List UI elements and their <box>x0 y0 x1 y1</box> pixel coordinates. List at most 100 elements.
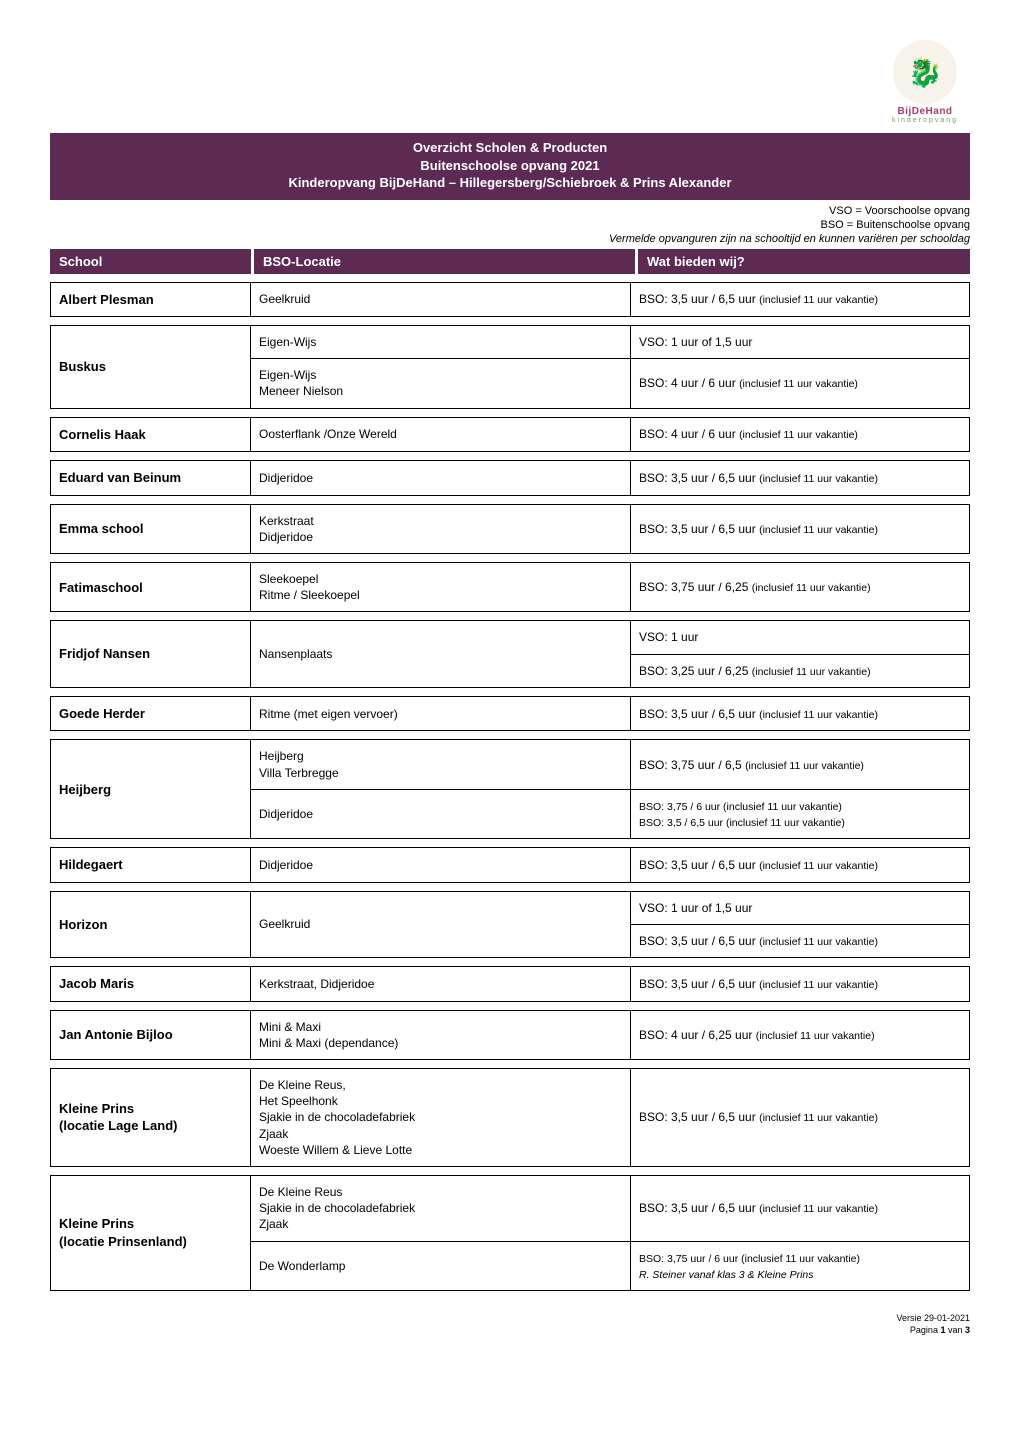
loc-cell: Nansenplaats <box>251 621 631 687</box>
header-wat: Wat bieden wij? <box>639 249 970 273</box>
school-name: Horizon <box>51 891 251 957</box>
row-fatimaschool: Fatimaschool SleekoepelRitme / Sleekoepe… <box>50 562 970 612</box>
wat-cell: VSO: 1 uur <box>631 621 970 654</box>
footer-page: Pagina 1 van 3 <box>50 1325 970 1337</box>
wat-main: BSO: 4 uur / 6,25 uur <box>639 1028 756 1042</box>
loc-cell: Oosterflank /Onze Wereld <box>251 417 631 452</box>
wat-cell: BSO: 3,75 uur / 6,5 (inclusief 11 uur va… <box>631 740 970 789</box>
school-name: Eduard van Beinum <box>51 461 251 496</box>
wat-small: (inclusief 11 uur vakantie) <box>759 709 878 721</box>
school-name: Jan Antonie Bijloo <box>51 1010 251 1059</box>
row-goede-herder: Goede Herder Ritme (met eigen vervoer) B… <box>50 696 970 732</box>
loc-cell: Ritme (met eigen vervoer) <box>251 696 631 731</box>
wat-main: BSO: 3,5 uur / 6,5 uur <box>639 292 759 306</box>
row-cornelis-haak: Cornelis Haak Oosterflank /Onze Wereld B… <box>50 417 970 453</box>
wat-main: BSO: 4 uur / 6 uur <box>639 376 739 390</box>
school-name: Emma school <box>51 504 251 553</box>
loc-cell: KerkstraatDidjeridoe <box>251 504 631 553</box>
wat-cell: BSO: 3,5 uur / 6,5 uur (inclusief 11 uur… <box>631 1069 970 1167</box>
wat-cell: BSO: 3,5 uur / 6,5 uur (inclusief 11 uur… <box>631 967 970 1002</box>
school-name: Heijberg <box>51 740 251 839</box>
wat-main: BSO: 3,5 uur / 6,5 uur <box>639 707 759 721</box>
wat-main: BSO: 3,5 uur / 6,5 uur <box>639 858 759 872</box>
school-name: Kleine Prins(locatie Lage Land) <box>51 1069 251 1167</box>
wat-line1-main: BSO: 3,75 / 6 uur <box>639 801 723 813</box>
page-footer: Versie 29-01-2021 Pagina 1 van 3 <box>50 1313 970 1336</box>
wat-cell: BSO: 4 uur / 6 uur (inclusief 11 uur vak… <box>631 417 970 452</box>
loc-cell: Eigen-WijsMeneer Nielson <box>251 359 631 408</box>
legend-note: Vermelde opvanguren zijn na schooltijd e… <box>50 232 970 246</box>
wat-cell: VSO: 1 uur of 1,5 uur <box>631 326 970 359</box>
school-name: Kleine Prins(locatie Prinsenland) <box>51 1175 251 1290</box>
wat-main: BSO: 3,5 uur / 6,5 uur <box>639 1201 759 1215</box>
school-name: Albert Plesman <box>51 282 251 317</box>
wat-small: (inclusief 11 uur vakantie) <box>759 860 878 872</box>
wat-main: BSO: 3,5 uur / 6,5 uur <box>639 522 759 536</box>
wat-small: (inclusief 11 uur vakantie) <box>741 1253 860 1265</box>
header-loc: BSO-Locatie <box>255 249 635 273</box>
row-buskus: Buskus Eigen-Wijs VSO: 1 uur of 1,5 uur … <box>50 325 970 409</box>
wat-line2-small: (inclusief 11 uur vakantie) <box>726 817 845 829</box>
wat-main: BSO: 4 uur / 6 uur <box>639 427 739 441</box>
wat-cell: BSO: 3,25 uur / 6,25 (inclusief 11 uur v… <box>631 654 970 687</box>
logo-glyph: 🐉 <box>893 40 957 104</box>
wat-cell: BSO: 3,5 uur / 6,5 uur (inclusief 11 uur… <box>631 924 970 957</box>
legend-bso: BSO = Buitenschoolse opvang <box>50 218 970 232</box>
wat-cell: BSO: 4 uur / 6,25 uur (inclusief 11 uur … <box>631 1010 970 1059</box>
wat-cell: BSO: 3,5 uur / 6,5 uur (inclusief 11 uur… <box>631 848 970 883</box>
wat-cell: BSO: 3,75 uur / 6 uur (inclusief 11 uur … <box>631 1241 970 1290</box>
footer-version: Versie 29-01-2021 <box>50 1313 970 1325</box>
loc-cell: De Kleine ReusSjakie in de chocoladefabr… <box>251 1175 631 1241</box>
loc-cell: De Kleine Reus,Het SpeelhonkSjakie in de… <box>251 1069 631 1167</box>
school-name: Fatimaschool <box>51 563 251 612</box>
loc-cell: Kerkstraat, Didjeridoe <box>251 967 631 1002</box>
title-line-2: Buitenschoolse opvang 2021 <box>58 157 962 175</box>
title-banner: Overzicht Scholen & Producten Buitenscho… <box>50 133 970 200</box>
wat-small: (inclusief 11 uur vakantie) <box>756 1030 875 1042</box>
wat-note: R. Steiner vanaf klas 3 & Kleine Prins <box>639 1269 814 1281</box>
wat-small: (inclusief 11 uur vakantie) <box>752 666 871 678</box>
row-jan-antonie-bijloo: Jan Antonie Bijloo Mini & MaxiMini & Max… <box>50 1010 970 1060</box>
row-heijberg: Heijberg HeijbergVilla Terbregge BSO: 3,… <box>50 739 970 839</box>
wat-small: (inclusief 11 uur vakantie) <box>739 429 858 441</box>
wat-cell: BSO: 3,5 uur / 6,5 uur (inclusief 11 uur… <box>631 504 970 553</box>
school-name: Cornelis Haak <box>51 417 251 452</box>
header-school: School <box>51 249 251 273</box>
logo: 🐉 BijDeHand kinderopvang <box>880 40 970 124</box>
wat-main: BSO: 3,5 uur / 6,5 uur <box>639 1110 759 1124</box>
wat-cell: BSO: 4 uur / 6 uur (inclusief 11 uur vak… <box>631 359 970 408</box>
legend-vso: VSO = Voorschoolse opvang <box>50 204 970 218</box>
school-name: Fridjof Nansen <box>51 621 251 687</box>
wat-small: (inclusief 11 uur vakantie) <box>759 294 878 306</box>
school-name: Hildegaert <box>51 848 251 883</box>
loc-cell: SleekoepelRitme / Sleekoepel <box>251 563 631 612</box>
school-name: Jacob Maris <box>51 967 251 1002</box>
wat-cell: BSO: 3,75 / 6 uur (inclusief 11 uur vaka… <box>631 789 970 838</box>
wat-cell: BSO: 3,5 uur / 6,5 uur (inclusief 11 uur… <box>631 696 970 731</box>
logo-subtitle: kinderopvang <box>880 117 970 124</box>
wat-main: BSO: 3,5 uur / 6,5 uur <box>639 934 759 948</box>
logo-brand: BijDeHand <box>880 106 970 117</box>
loc-cell: Didjeridoe <box>251 789 631 838</box>
wat-small: (inclusief 11 uur vakantie) <box>752 582 871 594</box>
wat-cell: BSO: 3,75 uur / 6,25 (inclusief 11 uur v… <box>631 563 970 612</box>
wat-cell: BSO: 3,5 uur / 6,5 uur (inclusief 11 uur… <box>631 1175 970 1241</box>
wat-cell: VSO: 1 uur of 1,5 uur <box>631 891 970 924</box>
logo-area: 🐉 BijDeHand kinderopvang <box>50 40 970 125</box>
school-name: Buskus <box>51 326 251 409</box>
row-emma-school: Emma school KerkstraatDidjeridoe BSO: 3,… <box>50 504 970 554</box>
header-row: School BSO-Locatie Wat bieden wij? <box>50 249 970 274</box>
wat-main: BSO: 3,75 uur / 6 uur <box>639 1253 741 1265</box>
row-jacob-maris: Jacob Maris Kerkstraat, Didjeridoe BSO: … <box>50 966 970 1002</box>
row-eduard-van-beinum: Eduard van Beinum Didjeridoe BSO: 3,5 uu… <box>50 460 970 496</box>
school-name: Goede Herder <box>51 696 251 731</box>
wat-main: BSO: 3,75 uur / 6,5 <box>639 758 745 772</box>
row-kleine-prins-lage-land: Kleine Prins(locatie Lage Land) De Klein… <box>50 1068 970 1167</box>
loc-cell: Didjeridoe <box>251 848 631 883</box>
wat-line1-small: (inclusief 11 uur vakantie) <box>723 801 842 813</box>
wat-cell: BSO: 3,5 uur / 6,5 uur (inclusief 11 uur… <box>631 282 970 317</box>
wat-line2-main: BSO: 3,5 / 6,5 uur <box>639 817 726 829</box>
row-horizon: Horizon Geelkruid VSO: 1 uur of 1,5 uur … <box>50 891 970 958</box>
loc-cell: Mini & MaxiMini & Maxi (dependance) <box>251 1010 631 1059</box>
title-line-1: Overzicht Scholen & Producten <box>58 139 962 157</box>
